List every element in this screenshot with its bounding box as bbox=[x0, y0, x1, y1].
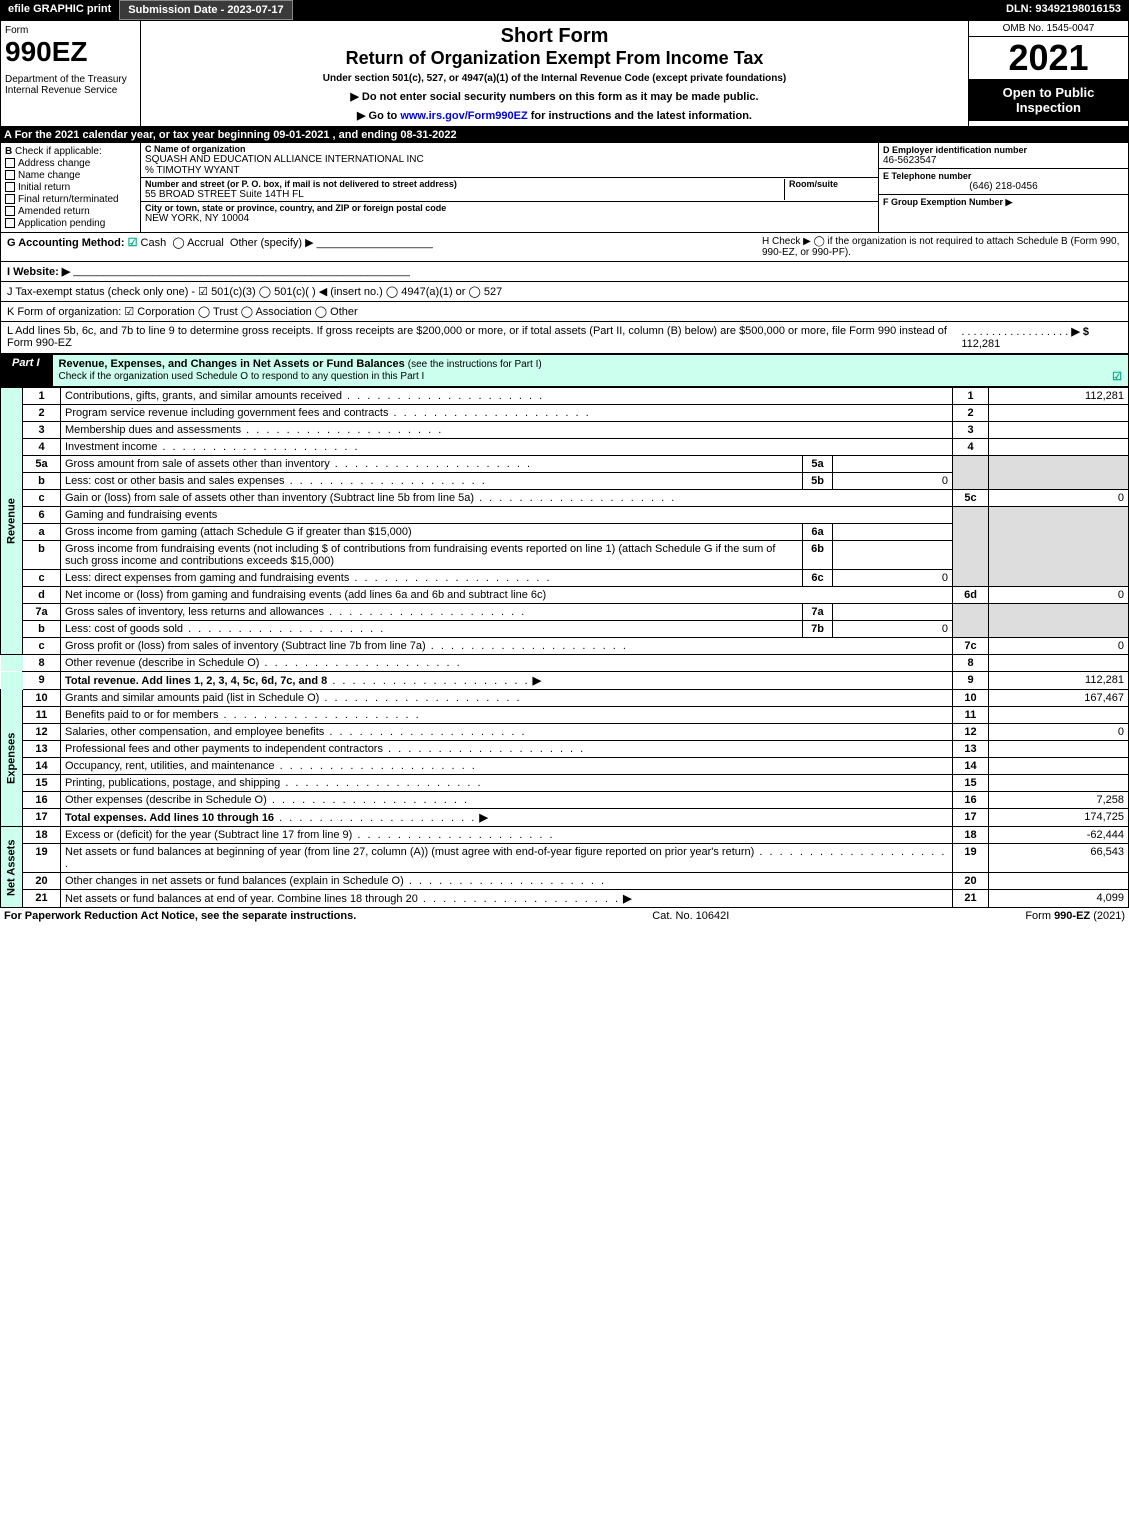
form-subtitle: Under section 501(c), 527, or 4947(a)(1)… bbox=[145, 73, 964, 84]
dln-label: DLN: 93492198016153 bbox=[998, 0, 1129, 20]
section-i: I Website: ▶ ___________________________… bbox=[0, 262, 1129, 282]
org-name: SQUASH AND EDUCATION ALLIANCE INTERNATIO… bbox=[145, 154, 874, 165]
dept-label: Department of the Treasury Internal Reve… bbox=[5, 74, 136, 96]
section-g: G Accounting Method: ☑ Cash ◯ Accrual Ot… bbox=[7, 236, 762, 258]
short-form-label: Short Form bbox=[145, 25, 964, 48]
chk-amended-return[interactable] bbox=[5, 206, 15, 216]
goto-post: for instructions and the latest informat… bbox=[528, 110, 752, 122]
city-hdr: City or town, state or province, country… bbox=[145, 203, 874, 213]
phone-hdr: E Telephone number bbox=[883, 171, 1124, 181]
total-expenses: 174,725 bbox=[989, 809, 1129, 827]
section-a: A For the 2021 calendar year, or tax yea… bbox=[0, 127, 1129, 143]
form-word: Form bbox=[5, 25, 136, 36]
page-footer: For Paperwork Reduction Act Notice, see … bbox=[0, 908, 1129, 924]
l-text: L Add lines 5b, 6c, and 7b to line 9 to … bbox=[7, 325, 961, 350]
part1-tab: Part I bbox=[0, 354, 52, 387]
efile-label[interactable]: efile GRAPHIC print bbox=[0, 0, 119, 20]
omb-number: OMB No. 1545-0047 bbox=[969, 21, 1128, 37]
group-exemption-hdr: F Group Exemption Number ▶ bbox=[883, 197, 1124, 208]
net-assets-end: 4,099 bbox=[989, 890, 1129, 908]
ein-value: 46-5623547 bbox=[883, 155, 1124, 166]
chk-final-return[interactable] bbox=[5, 194, 15, 204]
form-header: Form 990EZ Department of the Treasury In… bbox=[0, 20, 1129, 127]
revenue-side-label: Revenue bbox=[1, 388, 23, 655]
schedule-o-check-icon: ☑ bbox=[1112, 370, 1122, 383]
section-b: B Check if applicable: Address change Na… bbox=[1, 143, 141, 232]
form-title: Return of Organization Exempt From Incom… bbox=[145, 48, 964, 69]
ssn-warning: ▶ Do not enter social security numbers o… bbox=[145, 90, 964, 103]
section-c: C Name of organization SQUASH AND EDUCAT… bbox=[141, 143, 878, 232]
org-name-hdr: C Name of organization bbox=[145, 144, 874, 154]
paperwork-notice: For Paperwork Reduction Act Notice, see … bbox=[4, 910, 356, 922]
chk-initial-return[interactable] bbox=[5, 182, 15, 192]
submission-date: Submission Date - 2023-07-17 bbox=[119, 0, 292, 20]
header-right: OMB No. 1545-0047 2021 Open to Public In… bbox=[968, 21, 1128, 126]
part1-title: Revenue, Expenses, and Changes in Net As… bbox=[52, 354, 1129, 387]
catalog-number: Cat. No. 10642I bbox=[356, 910, 1025, 922]
chk-address-change[interactable] bbox=[5, 158, 15, 168]
total-revenue: 112,281 bbox=[989, 672, 1129, 690]
city-state-zip: NEW YORK, NY 10004 bbox=[145, 213, 874, 224]
ein-hdr: D Employer identification number bbox=[883, 145, 1124, 155]
open-to-public: Open to Public Inspection bbox=[969, 79, 1128, 121]
form-number: 990EZ bbox=[5, 36, 136, 68]
top-bar: efile GRAPHIC print Submission Date - 20… bbox=[0, 0, 1129, 20]
header-left: Form 990EZ Department of the Treasury In… bbox=[1, 21, 141, 126]
goto-instructions: ▶ Go to www.irs.gov/Form990EZ for instru… bbox=[145, 109, 964, 122]
netassets-side-label: Net Assets bbox=[1, 827, 23, 908]
sections-def: D Employer identification number 46-5623… bbox=[878, 143, 1128, 232]
sections-bcde: B Check if applicable: Address change Na… bbox=[0, 143, 1129, 233]
phone-value: (646) 218-0456 bbox=[883, 181, 1124, 192]
sections-gh: G Accounting Method: ☑ Cash ◯ Accrual Ot… bbox=[0, 233, 1129, 262]
section-k: K Form of organization: ☑ Corporation ◯ … bbox=[0, 302, 1129, 322]
section-h: H Check ▶ ◯ if the organization is not r… bbox=[762, 236, 1122, 258]
street-address: 55 BROAD STREET Suite 14TH FL bbox=[145, 189, 784, 200]
care-of: % TIMOTHY WYANT bbox=[145, 165, 874, 176]
part1-header: Part I Revenue, Expenses, and Changes in… bbox=[0, 354, 1129, 387]
section-l: L Add lines 5b, 6c, and 7b to line 9 to … bbox=[0, 322, 1129, 354]
gross-receipts: 112,281 bbox=[961, 338, 1000, 350]
goto-pre: ▶ Go to bbox=[357, 110, 400, 122]
section-j: J Tax-exempt status (check only one) - ☑… bbox=[0, 282, 1129, 302]
financial-table: Revenue 1 Contributions, gifts, grants, … bbox=[0, 387, 1129, 908]
check-if-applicable: Check if applicable: bbox=[15, 146, 102, 157]
line1-value: 112,281 bbox=[989, 388, 1129, 405]
header-center: Short Form Return of Organization Exempt… bbox=[141, 21, 968, 126]
expenses-side-label: Expenses bbox=[1, 690, 23, 827]
irs-link[interactable]: www.irs.gov/Form990EZ bbox=[400, 110, 527, 122]
room-hdr: Room/suite bbox=[789, 179, 874, 189]
form-ref: Form 990-EZ (2021) bbox=[1025, 910, 1125, 922]
addr-hdr: Number and street (or P. O. box, if mail… bbox=[145, 179, 784, 189]
cash-check-icon: ☑ bbox=[128, 237, 138, 249]
chk-application-pending[interactable] bbox=[5, 218, 15, 228]
tax-year: 2021 bbox=[969, 37, 1128, 79]
chk-name-change[interactable] bbox=[5, 170, 15, 180]
